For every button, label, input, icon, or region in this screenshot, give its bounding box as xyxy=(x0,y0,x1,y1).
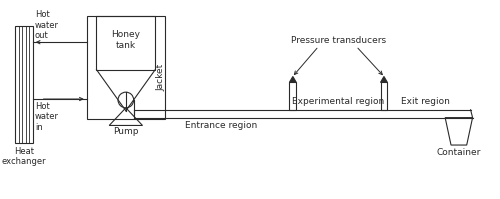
Bar xyxy=(15,25,33,143)
Bar xyxy=(86,16,165,119)
Text: Heat
exchanger: Heat exchanger xyxy=(2,147,46,166)
Text: Honey
tank: Honey tank xyxy=(112,30,140,50)
Text: Hot
water
out: Hot water out xyxy=(35,10,59,40)
Text: Hot
water
in: Hot water in xyxy=(35,102,59,132)
Text: Pump: Pump xyxy=(113,127,138,136)
Bar xyxy=(380,82,388,110)
Text: Experimental region: Experimental region xyxy=(292,98,384,106)
Polygon shape xyxy=(380,76,388,82)
Bar xyxy=(96,16,155,70)
Text: Entrance region: Entrance region xyxy=(184,121,257,130)
Polygon shape xyxy=(290,76,296,82)
Text: Pressure transducers: Pressure transducers xyxy=(291,36,386,45)
Text: Container: Container xyxy=(436,148,481,157)
Text: Jacket: Jacket xyxy=(156,64,166,91)
Bar xyxy=(290,82,296,110)
Text: Exit region: Exit region xyxy=(401,98,450,106)
